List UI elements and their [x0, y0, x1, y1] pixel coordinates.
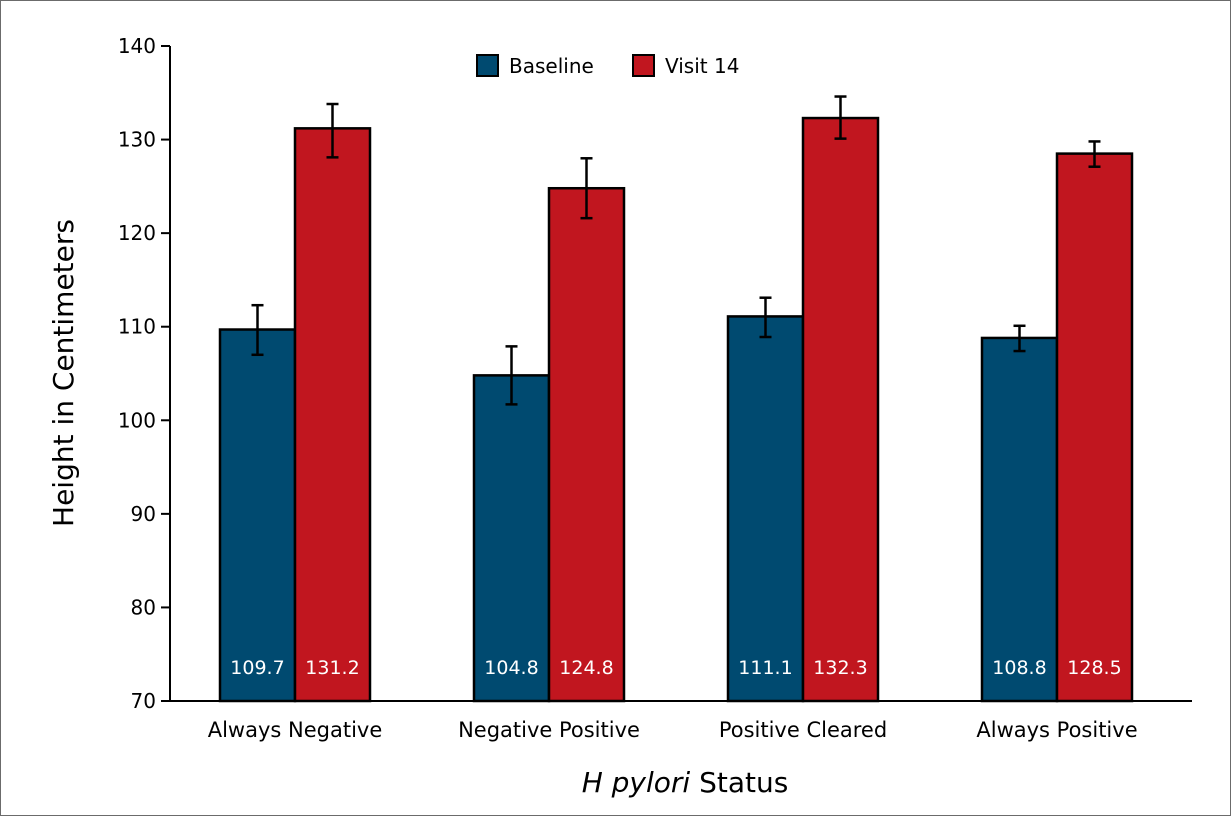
- y-tick-label: 110: [118, 315, 156, 339]
- y-ticks-layer: 70 80 90 100 110 120 130 140: [118, 34, 170, 713]
- value-label: 104.8: [484, 657, 538, 679]
- value-label: 111.1: [738, 657, 792, 679]
- y-tick-label: 120: [118, 221, 156, 245]
- category-label: Always Positive: [976, 718, 1137, 742]
- bar-baseline: [980, 336, 1059, 703]
- bar-visit14: [801, 116, 880, 703]
- axes-layer: [169, 46, 1192, 702]
- value-label: 132.3: [813, 657, 867, 679]
- value-label: 109.7: [230, 657, 284, 679]
- x-axis-title: H pylori Status: [582, 766, 789, 799]
- y-tick-label: 80: [131, 595, 156, 619]
- value-label: 128.5: [1067, 657, 1121, 679]
- bars-layer: [218, 116, 1134, 703]
- bar-baseline: [472, 374, 551, 703]
- y-tick-label: 130: [118, 128, 156, 152]
- category-label: Positive Cleared: [719, 718, 887, 742]
- bar-visit14: [547, 186, 626, 703]
- y-tick-label: 90: [131, 502, 156, 526]
- bar-baseline: [726, 315, 805, 703]
- legend-label-baseline: Baseline: [509, 54, 594, 78]
- y-tick-label: 70: [131, 689, 156, 713]
- value-label: 124.8: [559, 657, 613, 679]
- error-bars-layer: [251, 95, 1101, 406]
- value-label: 108.8: [992, 657, 1046, 679]
- y-axis-title: Height in Centimeters: [47, 219, 80, 527]
- x-axis-title-rest: Status: [690, 766, 788, 799]
- legend-swatch-baseline: [476, 54, 499, 77]
- bar-visit14: [293, 127, 372, 703]
- x-axis-title-italic: H pylori: [582, 766, 691, 799]
- category-labels-layer: Always Negative Negative Positive Positive…: [208, 718, 1138, 742]
- legend-label-visit14: Visit 14: [665, 54, 739, 78]
- value-label: 131.2: [305, 657, 359, 679]
- value-labels-layer: 109.7 131.2 104.8 124.8 111.1 132.3 108.8 128.5: [230, 657, 1121, 679]
- y-tick-label: 140: [118, 34, 156, 58]
- category-label: Always Negative: [208, 718, 383, 742]
- y-tick-label: 100: [118, 408, 156, 432]
- legend: Baseline Visit 14: [476, 54, 739, 78]
- bar-visit14: [1055, 152, 1134, 703]
- category-label: Negative Positive: [458, 718, 640, 742]
- bar-baseline: [218, 328, 297, 703]
- legend-swatch-visit14: [632, 54, 655, 77]
